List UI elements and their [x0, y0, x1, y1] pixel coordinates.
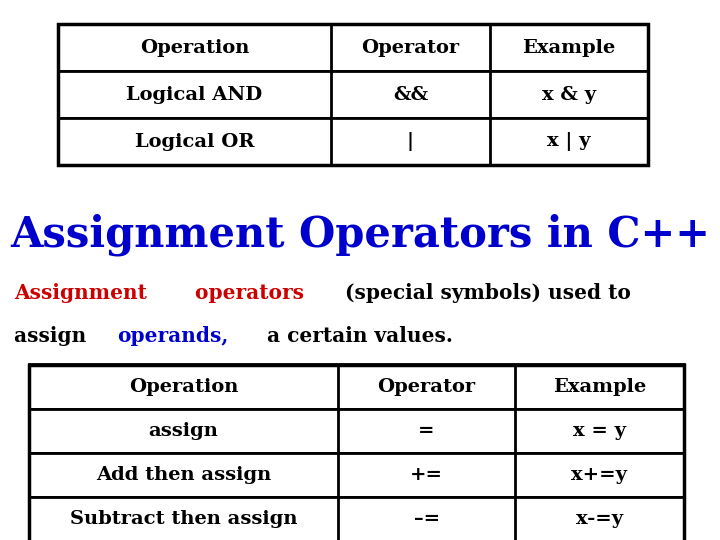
- Bar: [29, 364, 684, 540]
- Bar: [58, 71, 648, 118]
- Text: Operation: Operation: [140, 39, 249, 57]
- Text: x | y: x | y: [547, 132, 590, 151]
- Text: Operator: Operator: [361, 39, 459, 57]
- Text: +=: +=: [410, 466, 443, 484]
- Bar: [29, 364, 684, 409]
- Text: assign: assign: [14, 326, 94, 346]
- Text: Subtract then assign: Subtract then assign: [70, 510, 297, 529]
- Text: &&: &&: [393, 86, 428, 104]
- Text: Logical AND: Logical AND: [126, 86, 263, 104]
- Text: x = y: x = y: [573, 422, 626, 440]
- Text: assign: assign: [148, 422, 219, 440]
- Text: (special symbols) used to: (special symbols) used to: [345, 282, 631, 303]
- Text: a certain values.: a certain values.: [261, 326, 454, 346]
- Text: Example: Example: [522, 39, 616, 57]
- Text: x+=y: x+=y: [572, 466, 627, 484]
- Text: Assignment: Assignment: [14, 282, 154, 303]
- Text: x-=y: x-=y: [576, 510, 623, 529]
- Bar: [58, 24, 648, 71]
- Text: operands,: operands,: [117, 326, 228, 346]
- Bar: [29, 453, 684, 497]
- Text: x & y: x & y: [541, 86, 596, 104]
- Text: Operator: Operator: [377, 377, 476, 396]
- Text: –=: –=: [413, 510, 440, 529]
- Text: Add then assign: Add then assign: [96, 466, 271, 484]
- Text: =: =: [418, 422, 435, 440]
- Bar: [58, 118, 648, 165]
- Text: Logical OR: Logical OR: [135, 133, 254, 151]
- Text: Example: Example: [553, 377, 646, 396]
- Text: operators: operators: [195, 282, 311, 303]
- Text: |: |: [407, 132, 414, 151]
- Bar: [29, 497, 684, 540]
- Bar: [29, 409, 684, 453]
- Text: Assignment Operators in C++: Assignment Operators in C++: [10, 214, 710, 256]
- Text: Operation: Operation: [129, 377, 238, 396]
- Bar: [58, 24, 648, 165]
